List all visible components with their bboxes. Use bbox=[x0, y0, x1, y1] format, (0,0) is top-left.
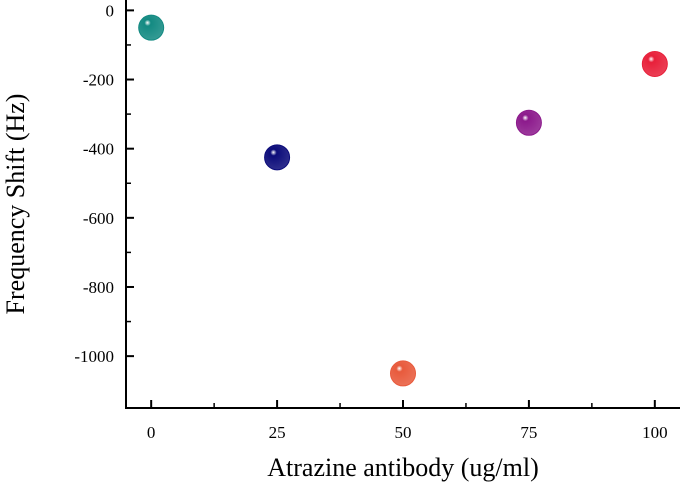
point bbox=[138, 14, 165, 41]
x-tick-label: 25 bbox=[269, 423, 286, 442]
y-tick-label: -600 bbox=[83, 209, 114, 228]
y-tick-label: -400 bbox=[83, 140, 114, 159]
x-axis-title: Atrazine antibody (ug/ml) bbox=[267, 453, 538, 482]
x-tick-label: 75 bbox=[520, 423, 537, 442]
y-tick-label: -1000 bbox=[74, 347, 114, 366]
x-tick-label: 50 bbox=[395, 423, 412, 442]
y-tick-label: 0 bbox=[106, 1, 115, 20]
x-tick-label: 0 bbox=[147, 423, 156, 442]
point bbox=[641, 50, 668, 77]
x-tick-label: 100 bbox=[642, 423, 668, 442]
y-tick-label: -800 bbox=[83, 278, 114, 297]
point bbox=[390, 360, 416, 387]
point bbox=[515, 109, 542, 136]
y-tick-label: -200 bbox=[83, 71, 114, 90]
point bbox=[264, 144, 291, 171]
y-axis-title: Frequency Shift (Hz) bbox=[1, 94, 30, 315]
